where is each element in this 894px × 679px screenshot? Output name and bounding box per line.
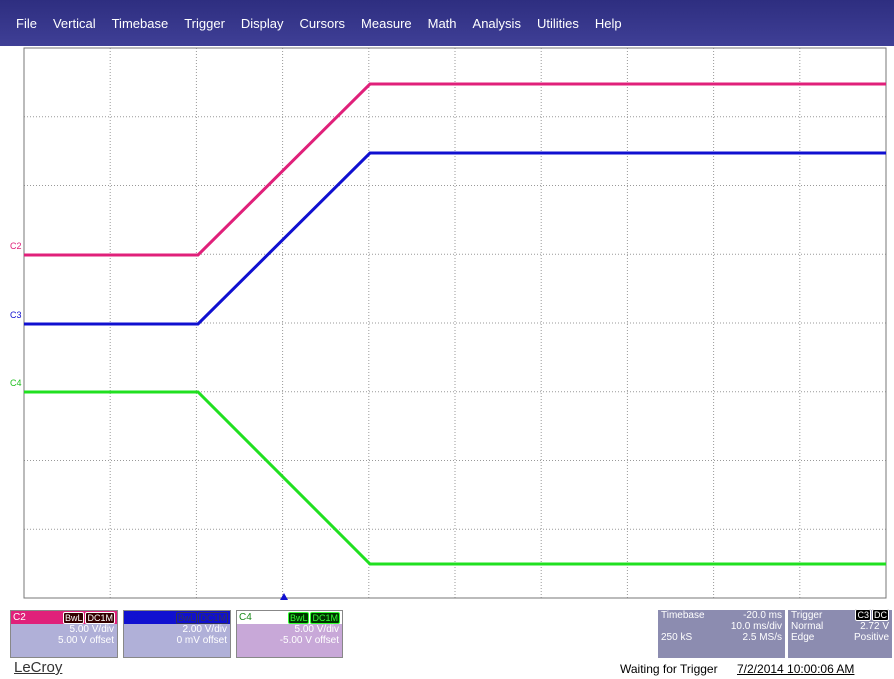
tb-samples: 250 kS (661, 632, 693, 643)
trigger-marker (280, 593, 288, 600)
timebase-box[interactable]: Timebase -20.0 ms 10.0 ms/div 250 kS 2.5 M… (658, 610, 785, 658)
menu-item[interactable]: Display (240, 15, 284, 31)
ch-offset: -5.00 V offset (279, 635, 339, 646)
trig-level: 2.72 V (860, 621, 889, 632)
tb-title: Timebase (661, 610, 705, 621)
ch-name: C3 (126, 612, 139, 623)
trig-slope: Positive (853, 632, 889, 643)
tb-delay: -20.0 ms (743, 610, 782, 621)
ch-name: C2 (13, 612, 26, 623)
ch-bw: BwL (287, 611, 310, 624)
channel-c2[interactable]: C2 BwL DC1M 5.00 V/div 5.00 V offset (10, 610, 118, 658)
menu-item[interactable]: Trigger (184, 15, 225, 31)
menu-item[interactable]: Math (427, 15, 457, 31)
trace-label: C3 (10, 310, 22, 320)
status: Waiting for Trigger (620, 662, 718, 676)
ch-coupling: DC1M (310, 611, 340, 624)
channel-c4[interactable]: C4 BwL DC1M 5.00 V/div -5.00 V offset (236, 610, 343, 658)
tb-scale: 10.0 ms/div (730, 621, 782, 632)
ch-coupling: DC1M (198, 611, 228, 624)
trig-title: Trigger (791, 610, 823, 621)
ch-offset: 5.00 V offset (58, 635, 114, 646)
ch-scale: 5.00 V/div (69, 624, 114, 635)
trigger-box[interactable]: Trigger C3 DC Normal 2.72 V Edge Positive (788, 609, 892, 658)
trace-label: C4 (10, 378, 22, 388)
trace-label: C2 (10, 241, 22, 251)
menu-item[interactable]: File (16, 15, 37, 31)
ch-bw: BwL (175, 611, 198, 624)
ch-name: C4 (239, 612, 252, 623)
trace-c3 (24, 151, 886, 326)
channel-c3[interactable]: C3 BwL DC1M 2.00 V/div 0 mV offset (123, 610, 231, 658)
trig-type: Edge (791, 632, 815, 643)
menu-item[interactable]: Vertical (52, 15, 96, 31)
menu-item[interactable]: Measure (361, 15, 412, 31)
ch-offset: 0 mV offset (176, 635, 227, 646)
menu-bar: File Vertical Timebase Trigger Display C… (0, 0, 894, 46)
trace-c4 (24, 390, 886, 566)
menu-item[interactable]: Timebase (111, 15, 169, 31)
ch-scale: 2.00 V/div (182, 624, 227, 635)
trig-source: C3 (855, 609, 871, 621)
ch-coupling: DC1M (85, 611, 115, 624)
scope-display: C2 C3 C4 (0, 46, 894, 602)
menu-item[interactable]: Analysis (472, 15, 521, 31)
menu-item[interactable]: Help (594, 15, 622, 31)
trace-c2 (24, 82, 886, 257)
menu-item[interactable]: Cursors (299, 15, 346, 31)
trig-coupling: DC (872, 609, 889, 621)
ch-scale: 5.00 V/div (294, 624, 339, 635)
menu-item[interactable]: Utilities (536, 15, 579, 31)
trig-mode: Normal (791, 621, 824, 632)
ch-bw: BwL (62, 611, 85, 624)
brand: LeCroy (14, 659, 63, 676)
datetime: 7/2/2014 10:00:06 AM (737, 662, 855, 676)
tb-rate: 2.5 MS/s (742, 632, 782, 643)
